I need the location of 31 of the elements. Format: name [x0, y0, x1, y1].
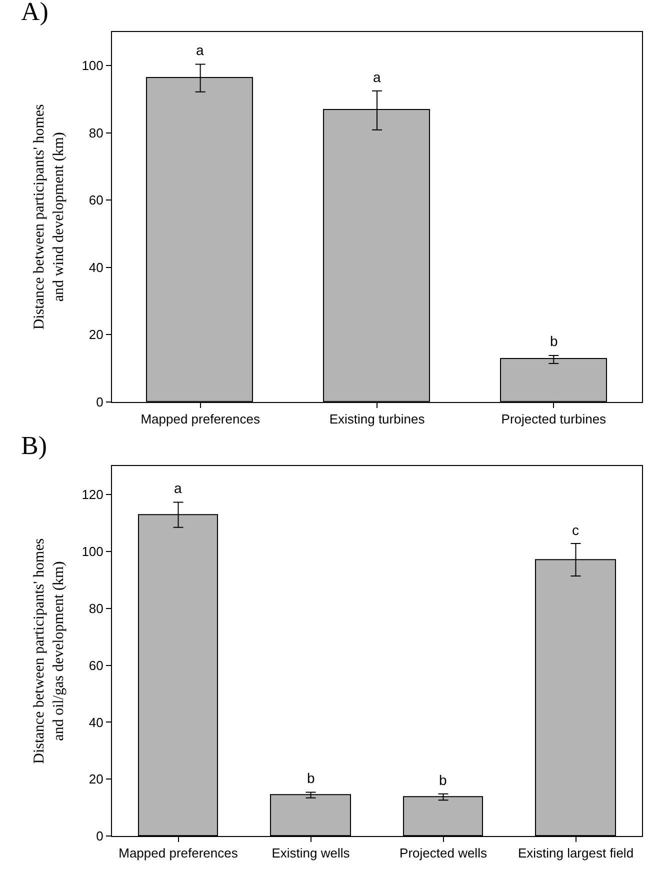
x-tick-label: Mapped preferences: [140, 411, 260, 426]
y-tick-label: 20: [88, 772, 104, 787]
y-tick-label: 40: [88, 260, 104, 275]
x-tick-label: Projected wells: [400, 846, 488, 861]
y-axis-title: Distance between participants' homes and wind development (km): [31, 104, 67, 330]
y-tick-label: 60: [88, 658, 104, 673]
y-tick-label: 120: [82, 487, 104, 502]
x-tick-label: Mapped preferences: [118, 846, 238, 861]
annotation: b: [439, 772, 447, 788]
x-tick-label: Existing turbines: [329, 411, 426, 426]
annotation: a: [174, 480, 182, 496]
annotation: b: [550, 333, 558, 349]
x-tick-label: Projected turbines: [501, 411, 607, 426]
y-tick-label: 100: [82, 58, 104, 74]
y-tick-label: 0: [96, 828, 104, 844]
y-tick-label: 20: [88, 327, 104, 342]
y-tick-label: 100: [82, 544, 104, 560]
annotation: b: [307, 770, 315, 786]
chart-title: A): [21, 0, 48, 26]
annotation: a: [196, 42, 204, 58]
y-axis-title: Distance between participants' homes and oil/gas development (km): [31, 538, 67, 764]
chart-title: B): [21, 431, 47, 460]
y-tick-label: 80: [88, 600, 104, 616]
y-tick-label: 80: [88, 125, 104, 140]
x-tick-label: Existing largest field: [518, 846, 634, 861]
x-tick-label: Existing wells: [272, 846, 350, 861]
y-tick-label: 0: [96, 394, 104, 410]
annotation: a: [373, 69, 381, 85]
annotation: c: [572, 522, 579, 538]
y-tick-label: 40: [88, 714, 104, 730]
y-tick-label: 60: [88, 192, 104, 208]
